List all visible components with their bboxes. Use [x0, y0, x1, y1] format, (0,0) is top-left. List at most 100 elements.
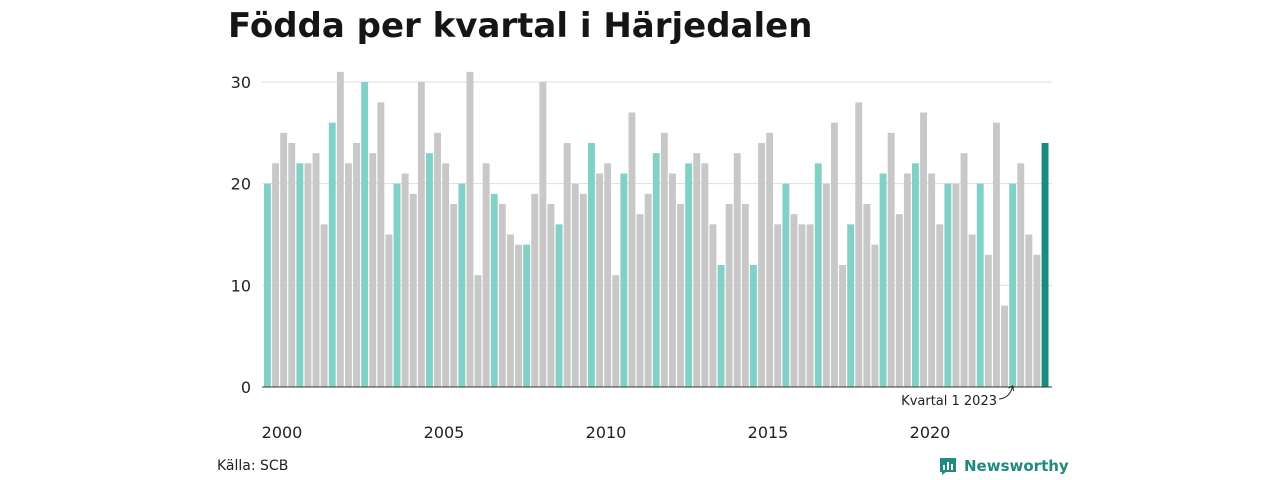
annotation-label: Kvartal 1 2023: [901, 394, 997, 409]
bar: [466, 71, 474, 387]
x-tick-label: 2010: [586, 423, 627, 442]
bar: [426, 153, 433, 387]
bar: [312, 153, 320, 387]
bar: [660, 132, 668, 387]
bar: [1009, 183, 1017, 387]
bar: [758, 143, 765, 387]
bar: [782, 183, 790, 387]
bar: [304, 163, 312, 387]
y-axis-ticks: 0 10 20 30: [231, 73, 251, 397]
bar: [733, 153, 741, 387]
bar: [750, 265, 757, 387]
y-tick-label: 20: [231, 175, 251, 194]
newsworthy-logo-icon: [940, 458, 956, 475]
bar: [490, 193, 498, 387]
bar: [912, 163, 919, 387]
bar: [920, 112, 927, 387]
bar: [458, 183, 466, 387]
bar: [952, 183, 960, 387]
bar: [385, 234, 393, 387]
bar: [345, 163, 352, 387]
bar: [1017, 163, 1025, 387]
bar: [507, 234, 514, 387]
bar: [539, 82, 547, 387]
bars: [264, 71, 1049, 388]
y-tick-label: 30: [231, 73, 251, 92]
bar: [887, 132, 895, 387]
bar: [401, 173, 409, 387]
bar: [336, 71, 344, 387]
bar: [636, 214, 644, 387]
bar: [984, 254, 992, 387]
bar: [328, 122, 336, 388]
bar: [936, 224, 944, 387]
bar: [814, 163, 822, 387]
bar: [498, 204, 506, 387]
bar: [798, 224, 806, 387]
bar: [968, 234, 976, 387]
bar: [604, 163, 612, 387]
bar: [1025, 234, 1033, 387]
bar: [993, 122, 1000, 388]
bar: [831, 122, 838, 388]
y-tick-label: 10: [231, 276, 251, 295]
bar: [417, 82, 425, 387]
bar: [766, 132, 774, 387]
bar: [701, 163, 709, 387]
bar: [588, 143, 595, 387]
bar: [976, 183, 984, 387]
x-tick-label: 2015: [748, 423, 789, 442]
bar: [579, 193, 587, 387]
bar: [944, 183, 952, 387]
source-note: Källa: SCB: [217, 458, 289, 474]
bar: [547, 204, 555, 387]
bar: [450, 204, 458, 387]
bar: [409, 193, 417, 387]
bar: [960, 153, 968, 387]
bar: [264, 183, 271, 387]
bar: [361, 82, 369, 387]
bar: [596, 173, 603, 387]
bar: [847, 224, 855, 387]
bar: [288, 143, 296, 387]
x-tick-label: 2000: [262, 423, 303, 442]
bar: [296, 163, 304, 387]
bar: [474, 275, 482, 387]
bar: [677, 204, 684, 387]
bar: [644, 193, 652, 387]
bar: [717, 265, 725, 387]
bar: [879, 173, 887, 387]
bar: [434, 132, 441, 387]
bar: [1033, 254, 1041, 387]
bar: [871, 244, 879, 387]
bar: [1001, 305, 1008, 387]
annotation-arrow: [998, 385, 1015, 400]
bar: [685, 163, 693, 387]
x-tick-label: 2020: [910, 423, 951, 442]
brand-logo: Newsworthy: [938, 456, 1069, 476]
bar: [1041, 143, 1049, 387]
bar: [725, 204, 733, 387]
bar: [652, 153, 660, 387]
bar: [272, 163, 279, 387]
bar: [563, 143, 571, 387]
bar: [839, 265, 846, 387]
bar: [393, 183, 401, 387]
bar: [741, 204, 749, 387]
bar: [928, 173, 936, 387]
bar: [774, 224, 782, 387]
bar: [822, 183, 830, 387]
bar: [693, 153, 701, 387]
bar: [855, 102, 863, 387]
bar: [523, 244, 531, 387]
bar: [353, 143, 360, 387]
brand-name: Newsworthy: [964, 457, 1069, 475]
y-tick-label: 0: [241, 378, 251, 397]
bar: [669, 173, 676, 387]
bar: [895, 214, 903, 387]
x-axis-ticks: 2000 2005 2010 2015 2020: [262, 423, 951, 442]
bar: [903, 173, 911, 387]
bar: [806, 224, 814, 387]
bar: [555, 224, 563, 387]
bar: [482, 163, 490, 387]
